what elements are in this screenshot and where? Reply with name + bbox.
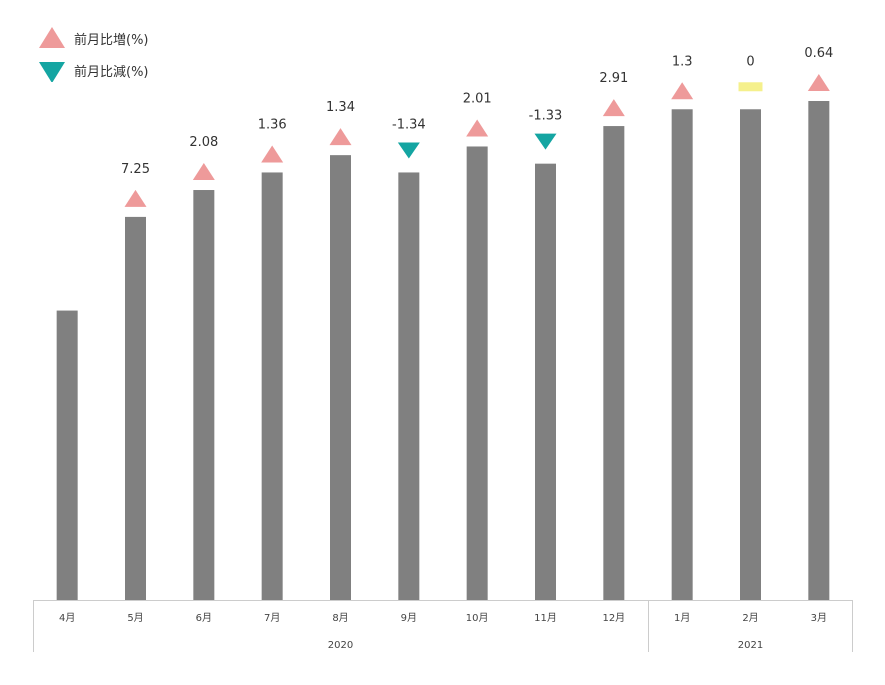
increase-marker-10 xyxy=(671,82,694,100)
category-label-12: 3月 xyxy=(811,612,827,624)
category-label-7: 10月 xyxy=(466,612,489,624)
category-label-10: 1月 xyxy=(674,612,690,624)
bar-10 xyxy=(671,109,693,600)
legend-item-decrease: 前月比減(%) xyxy=(38,58,198,90)
increase-marker-12 xyxy=(807,74,830,91)
decrease-marker-8 xyxy=(534,133,557,150)
group-label-2: 2021 xyxy=(738,640,763,651)
change-label-5: 1.34 xyxy=(326,100,355,115)
increase-marker-7 xyxy=(466,119,489,137)
category-label-3: 6月 xyxy=(196,612,212,624)
bar-9 xyxy=(603,126,625,600)
bar-2 xyxy=(125,216,146,600)
legend-decrease-label: 前月比減(%) xyxy=(74,65,149,80)
bar-4 xyxy=(261,172,283,600)
category-label-4: 7月 xyxy=(264,612,280,624)
category-label-11: 2月 xyxy=(742,612,758,624)
change-label-9: 2.91 xyxy=(599,71,628,86)
increase-marker-5 xyxy=(329,128,352,146)
change-label-7: 2.01 xyxy=(463,91,492,106)
category-label-1: 4月 xyxy=(59,612,75,624)
bar-7 xyxy=(466,146,488,601)
increase-marker-4 xyxy=(261,145,284,163)
bar-11 xyxy=(740,109,761,600)
flat-marker-11 xyxy=(738,82,763,92)
legend-item-increase: 前月比増(%) xyxy=(38,26,198,58)
change-label-6: -1.34 xyxy=(392,117,426,132)
bar-12 xyxy=(808,101,830,600)
decrease-triangle-shape xyxy=(39,62,65,82)
bar-6 xyxy=(398,172,420,600)
decrease-marker-6 xyxy=(397,142,420,159)
increase-marker-2 xyxy=(124,189,147,207)
increase-triangle-shape xyxy=(39,27,65,48)
change-label-10: 1.3 xyxy=(672,54,693,69)
change-label-3: 2.08 xyxy=(189,135,218,150)
bar-3 xyxy=(193,190,215,600)
bar-1 xyxy=(56,310,78,600)
change-label-12: 0.64 xyxy=(804,46,833,61)
legend-increase-label: 前月比増(%) xyxy=(74,33,149,48)
increase-marker-9 xyxy=(602,99,625,117)
chart-legend: 前月比増(%) 前月比減(%) xyxy=(38,26,198,90)
increase-marker-3 xyxy=(192,163,215,181)
category-label-5: 8月 xyxy=(332,612,348,624)
group-label-1: 2020 xyxy=(328,640,353,651)
increase-triangle-icon xyxy=(39,27,65,48)
change-label-2: 7.25 xyxy=(121,162,150,177)
change-label-11: 0 xyxy=(746,54,754,69)
change-label-4: 1.36 xyxy=(258,117,287,132)
category-label-6: 9月 xyxy=(401,612,417,624)
bar-8 xyxy=(535,163,556,600)
decrease-triangle-icon xyxy=(39,62,65,82)
category-label-2: 5月 xyxy=(127,612,143,624)
category-label-8: 11月 xyxy=(534,612,557,624)
bar-5 xyxy=(330,155,351,601)
category-label-9: 12月 xyxy=(602,612,625,624)
change-label-8: -1.33 xyxy=(529,109,563,124)
